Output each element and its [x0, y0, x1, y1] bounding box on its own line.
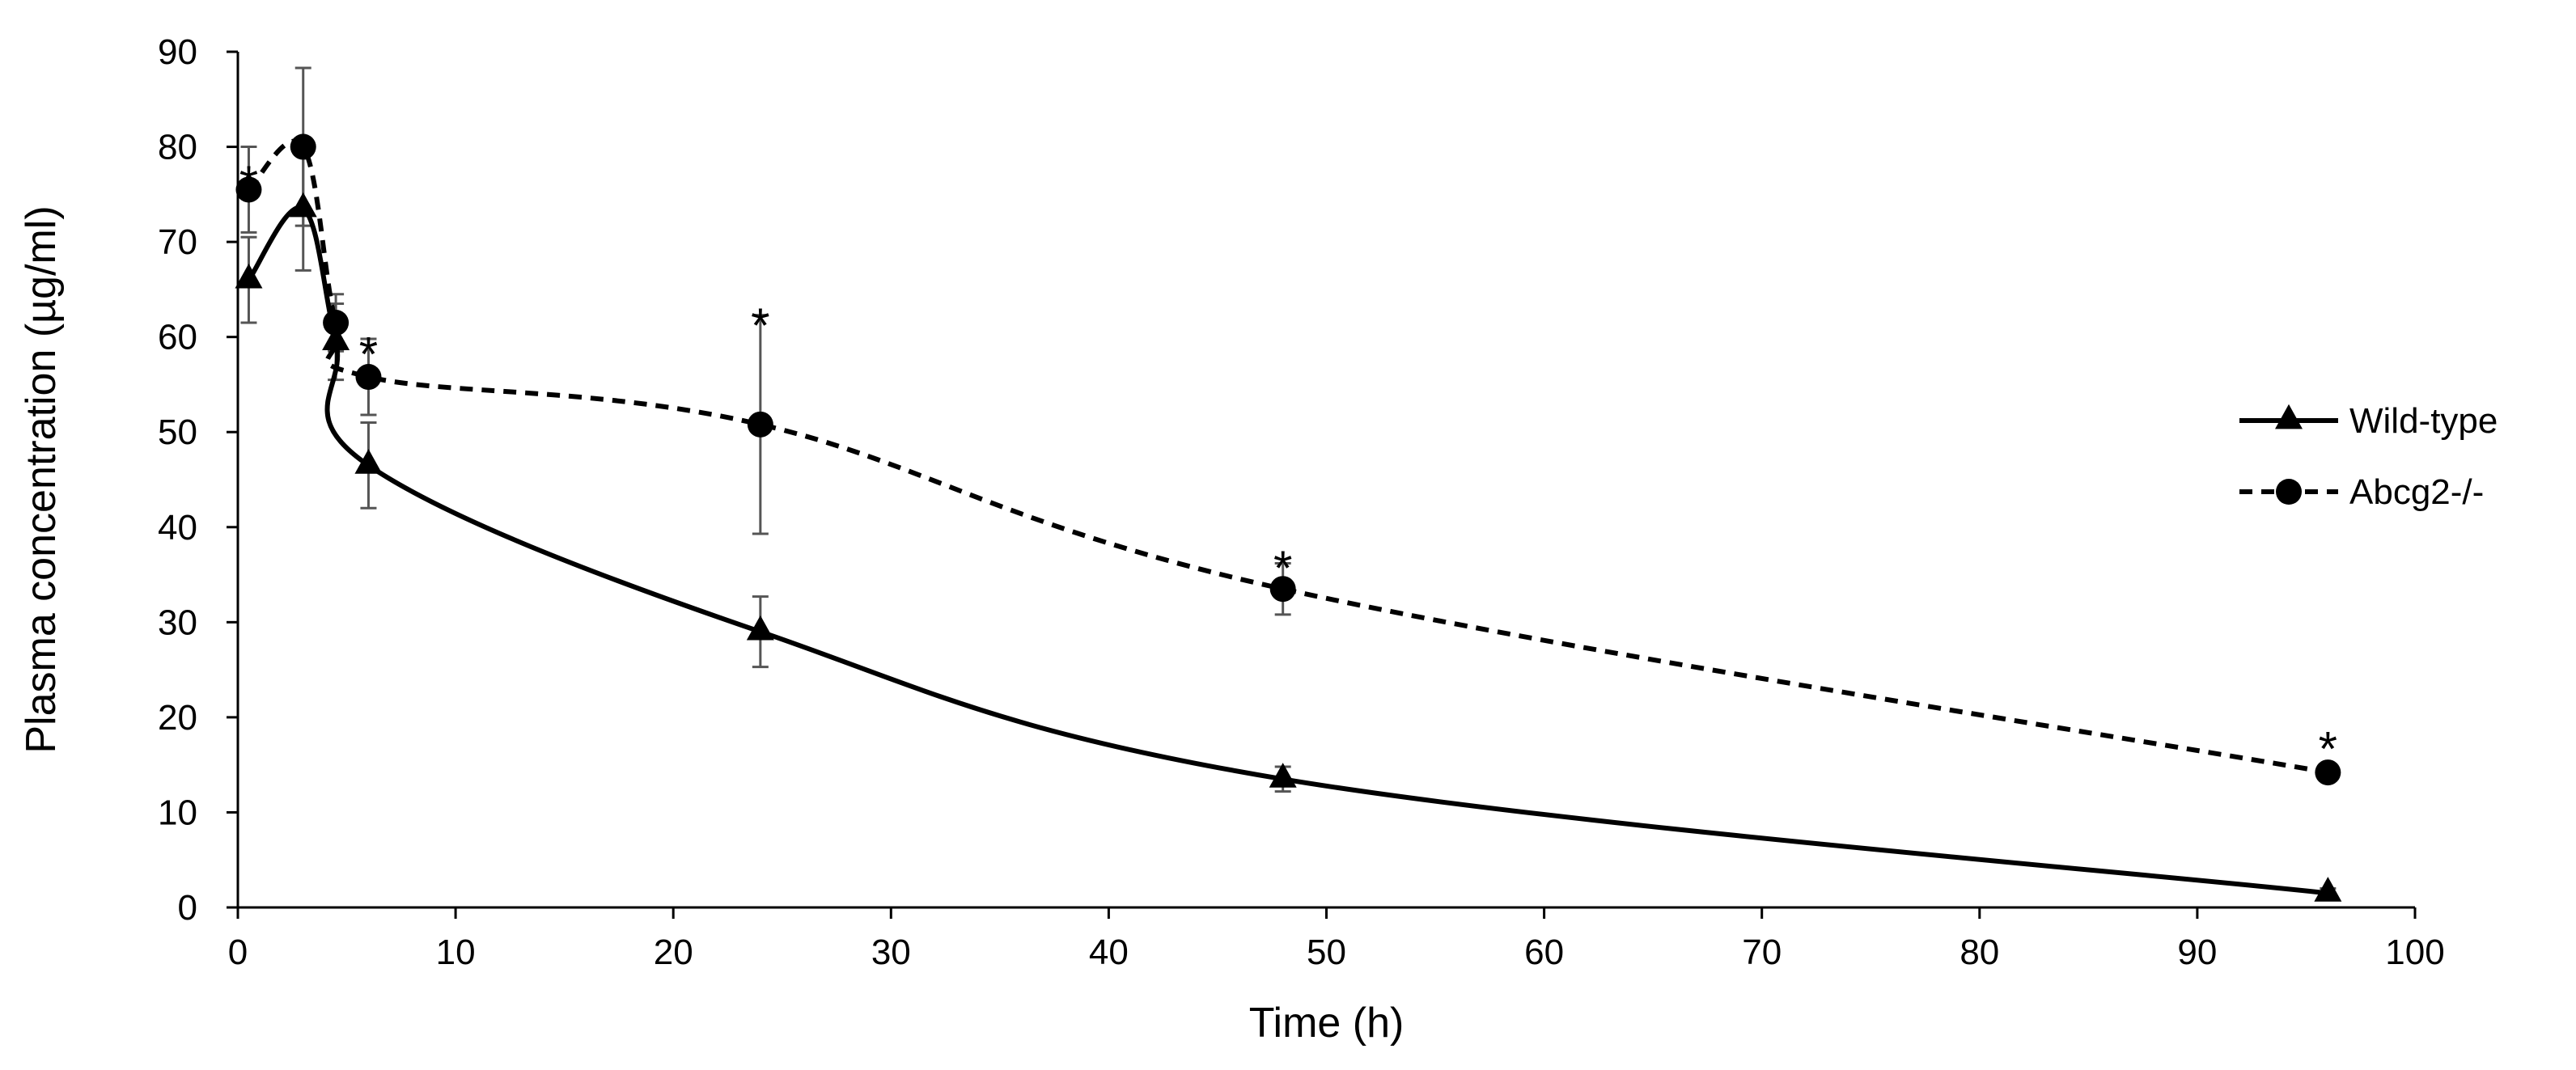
significance-star: *	[751, 298, 769, 353]
abcg2-point	[290, 133, 316, 160]
abcg2-point	[235, 176, 262, 203]
x-tick-label: 70	[1742, 933, 1782, 972]
wild-type-point	[1269, 763, 1297, 788]
y-ticks: 0 10 20 30 40 50 60 70 80 90	[158, 32, 238, 928]
significance-annotations: * * * * *	[239, 156, 2337, 776]
abcg2-point	[355, 364, 382, 391]
x-tick-label: 80	[1960, 933, 1999, 972]
legend-label: Wild-type	[2349, 401, 2498, 441]
legend: Wild-type Abcg2-/-	[2239, 401, 2498, 512]
significance-star: *	[239, 156, 258, 210]
x-ticks: 0 10 20 30 40 50 60 70 80 90 100	[228, 907, 2445, 972]
y-tick-label: 90	[158, 32, 197, 72]
wild-type-point	[235, 263, 263, 289]
significance-star: *	[2319, 721, 2337, 776]
x-tick-label: 100	[2385, 933, 2444, 972]
series-markers	[235, 133, 2342, 902]
y-tick-label: 40	[158, 508, 197, 548]
wild-type-point	[746, 615, 774, 641]
abcg2-point	[323, 310, 350, 336]
significance-star: *	[359, 327, 378, 381]
legend-circle-marker	[2276, 479, 2302, 505]
legend-triangle-marker	[2275, 404, 2303, 429]
wild-type-point	[322, 325, 350, 350]
x-axis-title: Time (h)	[1249, 1000, 1405, 1047]
plot-area: 0 10 20 30 40 50 60 70 80 90 0 10 20 30 40 50 60 70 80 90 1…	[158, 32, 2445, 972]
y-tick-label: 50	[158, 412, 197, 452]
x-tick-label: 40	[1089, 933, 1129, 972]
y-tick-label: 70	[158, 222, 197, 262]
series-line-wild-type	[246, 205, 2328, 896]
x-tick-label: 10	[436, 933, 476, 972]
wild-type-point	[354, 449, 383, 474]
legend-label: Abcg2-/-	[2349, 472, 2484, 512]
x-tick-label: 20	[654, 933, 693, 972]
series-line-abcg2	[247, 138, 2328, 776]
x-tick-label: 0	[228, 933, 248, 972]
series-lines	[246, 138, 2328, 896]
y-tick-label: 0	[178, 888, 197, 928]
y-tick-label: 10	[158, 793, 197, 832]
y-tick-label: 30	[158, 603, 197, 642]
y-axis-title: Plasma concentration (µg/ml)	[18, 205, 65, 753]
y-tick-label: 60	[158, 318, 197, 357]
wild-type-point	[2314, 877, 2342, 902]
x-tick-label: 30	[871, 933, 911, 972]
significance-star: *	[1273, 541, 1292, 595]
x-tick-label: 90	[2177, 933, 2217, 972]
y-tick-label: 80	[158, 128, 197, 167]
x-tick-label: 50	[1307, 933, 1346, 972]
y-tick-label: 20	[158, 698, 197, 738]
wild-type-point	[289, 192, 317, 218]
abcg2-point	[1269, 576, 1296, 603]
abcg2-point	[2315, 759, 2341, 786]
x-tick-label: 60	[1524, 933, 1564, 972]
abcg2-point	[747, 411, 773, 438]
